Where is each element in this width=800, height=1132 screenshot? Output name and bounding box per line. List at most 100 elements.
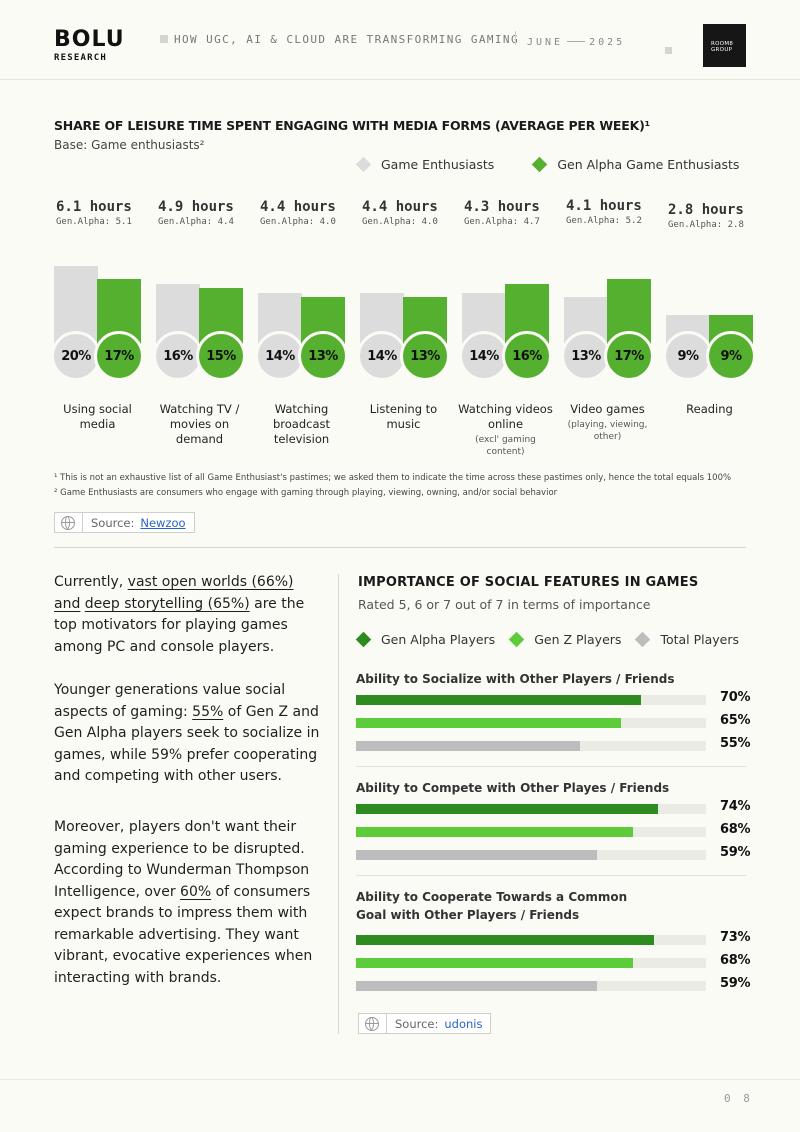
page-header: BOLU RESEARCH HOW UGC, AI & CLOUD ARE TR…	[0, 0, 800, 80]
bar-track	[356, 850, 706, 860]
hours-label: 4.3 hours	[464, 199, 540, 215]
value-label: 68%	[720, 953, 751, 968]
value-label: 74%	[720, 799, 751, 814]
section-title: SHARE OF LEISURE TIME SPENT ENGAGING WIT…	[54, 118, 650, 133]
category-note: (playing, viewing, other)	[567, 420, 648, 442]
hours-label: 4.9 hours	[158, 199, 234, 215]
category-note: (excl' gaming content)	[475, 435, 536, 457]
bar-track	[356, 804, 706, 814]
divider	[82, 512, 83, 533]
value-label: 14%	[357, 331, 407, 381]
group-divider	[356, 875, 746, 876]
chart-column: 4.3 hours Gen.Alpha: 4.7 14% 16% Watching vi…	[458, 195, 553, 465]
value-label: 17%	[94, 331, 144, 381]
globe-icon	[61, 515, 75, 530]
source-box: Source: Newzoo	[54, 512, 195, 533]
value-label: 59%	[720, 976, 751, 991]
chart-column: 4.9 hours Gen.Alpha: 4.4 16% 15% Watching TV…	[152, 195, 247, 465]
hours-label: 4.1 hours	[566, 198, 642, 214]
chart-column: 2.8 hours Gen.Alpha: 2.8 9% 9% Reading	[662, 195, 757, 465]
chart-bar	[356, 804, 658, 814]
bar-track	[356, 695, 706, 705]
source-link[interactable]: Newzoo	[140, 515, 186, 530]
section-divider	[54, 547, 746, 548]
source-link[interactable]: udonis	[444, 1016, 483, 1031]
value-label: 20%	[51, 331, 101, 381]
category-label: Reading	[686, 402, 733, 416]
divider	[386, 1013, 387, 1034]
value-label: 55%	[720, 736, 751, 751]
group-title: Ability to Cooperate Towards a Common Go…	[356, 890, 628, 922]
group-divider	[356, 766, 746, 767]
value-label: 16%	[153, 331, 203, 381]
value-label: 65%	[720, 713, 751, 728]
hours-label: 4.4 hours	[260, 199, 336, 215]
chart-bar	[356, 741, 581, 751]
chart-legend: Game Enthusiasts Gen Alpha Game Enthusia…	[355, 156, 739, 173]
value-label: 70%	[720, 690, 751, 705]
report-title: HOW UGC, AI & CLOUD ARE TRANSFORMING GAM…	[160, 33, 519, 46]
gen-alpha-label: Gen.Alpha: 2.8	[668, 220, 744, 230]
square-icon	[160, 35, 168, 43]
column-divider	[338, 574, 339, 1034]
bar-track	[356, 958, 706, 968]
diamond-icon	[355, 156, 372, 173]
group-title: Ability to Socialize with Other Players …	[356, 672, 675, 686]
legend-item: Gen Alpha Players	[355, 631, 495, 648]
footnote: ¹ This is not an exhaustive list of all …	[54, 473, 732, 483]
legend-item: Gen Z Players	[508, 631, 621, 648]
bar-track	[356, 741, 706, 751]
diamond-icon	[532, 156, 548, 173]
category-label: Using social media	[63, 402, 132, 431]
bolu-logo: BOLU RESEARCH	[54, 27, 125, 64]
value-label: 15%	[196, 331, 246, 381]
paragraph: Currently, vast open worlds (66%) and de…	[54, 574, 305, 655]
globe-icon	[365, 1016, 379, 1031]
value-label: 13%	[561, 331, 611, 381]
logo-mark: BOLU	[54, 27, 125, 52]
room8-logo: ROOM8 GROUP	[703, 24, 746, 67]
bar-track	[356, 827, 706, 837]
value-label: 73%	[720, 930, 751, 945]
diamond-icon	[508, 631, 525, 648]
gen-alpha-label: Gen.Alpha: 4.4	[158, 217, 234, 227]
paragraph: Younger generations value social aspects…	[54, 682, 320, 784]
group-title: Ability to Compete with Other Playes / F…	[356, 781, 670, 795]
dash-icon	[567, 41, 586, 42]
value-label: 68%	[720, 822, 751, 837]
category-label: Listening to music	[369, 402, 438, 431]
gen-alpha-label: Gen.Alpha: 5.1	[56, 217, 132, 227]
chart-bar	[356, 718, 622, 728]
chart-bar	[356, 850, 597, 860]
value-label: 9%	[706, 331, 756, 381]
hours-label: 2.8 hours	[668, 202, 744, 218]
divider	[515, 31, 516, 45]
section-title: IMPORTANCE OF SOCIAL FEATURES IN GAMES	[358, 575, 699, 590]
value-label: 13%	[298, 331, 348, 381]
gen-alpha-label: Gen.Alpha: 5.2	[566, 216, 642, 226]
footnote: ² Game Enthusiasts are consumers who eng…	[54, 488, 558, 498]
paragraph: Moreover, players don't want their gamin…	[54, 819, 313, 986]
report-date: JUNE 2025	[527, 37, 626, 48]
legend-item: Gen Alpha Game Enthusiasts	[532, 156, 739, 173]
chart-column: 6.1 hours Gen.Alpha: 5.1 20% 17% Using socia…	[50, 195, 145, 465]
chart-legend: Gen Alpha Players Gen Z Players Total Pl…	[355, 631, 739, 648]
bar-track	[356, 718, 706, 728]
category-label: Watching broadcast television	[272, 402, 331, 446]
square-icon	[665, 47, 672, 54]
chart-bar	[356, 695, 642, 705]
chart-bar	[356, 827, 634, 837]
chart-bar	[356, 958, 634, 968]
section-subtitle: Rated 5, 6 or 7 out of 7 in terms of imp…	[358, 597, 651, 612]
chart-column: 4.4 hours Gen.Alpha: 4.0 14% 13% Watching br…	[254, 195, 349, 465]
leisure-time-chart: 6.1 hours Gen.Alpha: 5.1 20% 17% Using socia…	[50, 195, 756, 475]
value-label: 17%	[604, 331, 654, 381]
gen-alpha-label: Gen.Alpha: 4.0	[260, 217, 336, 227]
logo-subtitle: RESEARCH	[54, 53, 107, 63]
category-label: Watching TV / movies on demand	[159, 402, 240, 446]
hours-label: 4.4 hours	[362, 199, 438, 215]
chart-bar	[356, 981, 597, 991]
gen-alpha-label: Gen.Alpha: 4.0	[362, 217, 438, 227]
diamond-icon	[635, 631, 651, 648]
legend-item: Game Enthusiasts	[355, 156, 494, 173]
